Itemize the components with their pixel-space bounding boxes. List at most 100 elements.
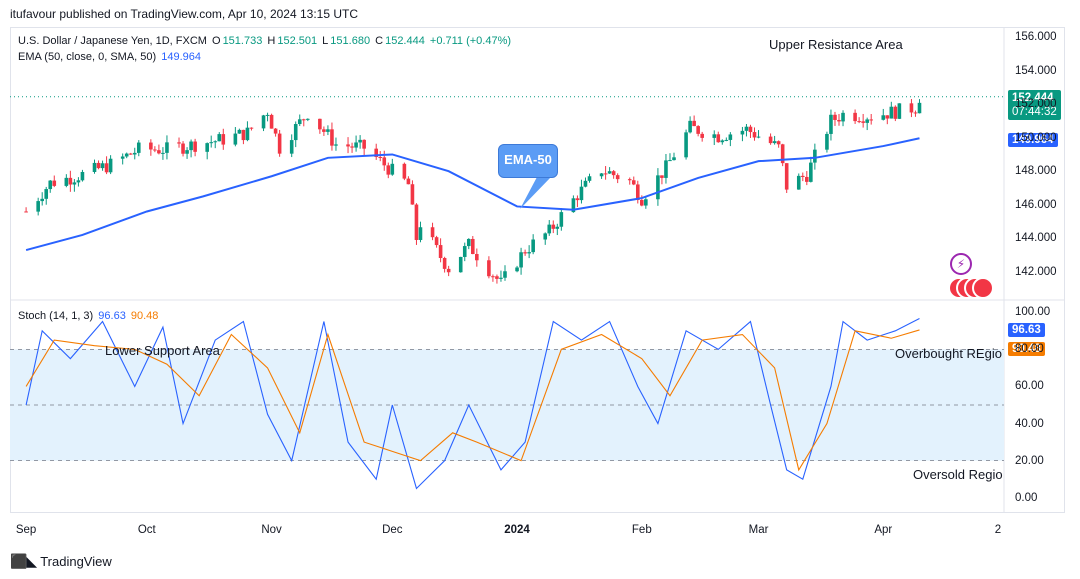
- low-value: 151.680: [330, 35, 371, 47]
- last-price-value: 152.444: [1012, 92, 1054, 104]
- candle-body: [297, 119, 302, 125]
- callout-pointer: [520, 177, 551, 209]
- stoch-k-tag: 96.63: [1008, 323, 1045, 337]
- candle-body: [358, 139, 362, 143]
- candle-body: [92, 162, 97, 172]
- price-tick-label: 150.000: [1015, 131, 1057, 144]
- candle-body: [692, 120, 696, 127]
- candle-body: [712, 134, 717, 138]
- upper-resistance-annotation: Upper Resistance Area: [769, 37, 903, 52]
- ohlc-legend: U.S. Dollar / Japanese Yen, 1D, FXCM O 15…: [18, 35, 513, 47]
- us-flag-icon[interactable]: [948, 277, 994, 299]
- stoch-tick-label: 40.00: [1015, 417, 1044, 430]
- candle-body: [301, 119, 306, 121]
- candle-body: [438, 245, 443, 259]
- candle-body: [177, 142, 181, 144]
- tradingview-logo-icon[interactable]: ⬛◣: [10, 553, 37, 569]
- price-tick-label: 146.000: [1015, 198, 1057, 211]
- candle-body: [153, 149, 157, 151]
- candle-body: [503, 271, 507, 278]
- candle-body: [124, 153, 129, 157]
- candle-body: [165, 142, 169, 153]
- candle-body: [414, 204, 419, 240]
- candle-body: [599, 173, 604, 177]
- candle-body: [543, 233, 548, 240]
- candle-body: [640, 200, 644, 206]
- candle-body: [523, 252, 527, 254]
- candle-body: [688, 120, 692, 133]
- candle-body: [205, 143, 209, 152]
- candle-body: [265, 114, 270, 116]
- candle-body: [362, 139, 366, 149]
- footer: ⬛◣ TradingView: [10, 553, 112, 570]
- last-price-tag: 152.444 07:44:32: [1008, 90, 1061, 120]
- lower-support-annotation: Lower Support Area: [105, 343, 220, 358]
- candle-body: [406, 178, 411, 185]
- stoch-tick-label: 80.00: [1015, 343, 1044, 356]
- candle-body: [752, 132, 757, 138]
- candle-body: [853, 112, 857, 122]
- candle-body: [318, 118, 322, 130]
- lightning-icon[interactable]: ⚡: [950, 253, 972, 275]
- candle-body: [744, 126, 749, 131]
- candle-body: [470, 238, 475, 255]
- candle-body: [583, 180, 588, 187]
- candle-body: [48, 180, 53, 190]
- time-tick-label: Dec: [382, 524, 403, 536]
- high-label: H: [267, 35, 276, 47]
- ema-legend-value: 149.964: [161, 51, 201, 63]
- candle-body: [72, 182, 77, 185]
- candle-body: [579, 186, 584, 201]
- candle-body: [136, 142, 141, 153]
- candle-body: [269, 114, 274, 129]
- chart-border: [10, 27, 1065, 513]
- candle-body: [237, 129, 242, 134]
- time-tick-label: Mar: [748, 524, 769, 536]
- candle-body: [881, 115, 886, 120]
- candle-body: [672, 157, 676, 161]
- chart-canvas[interactable]: [10, 27, 1065, 543]
- candle-body: [217, 134, 222, 142]
- candle-body: [132, 152, 137, 155]
- time-tick-label: Nov: [261, 524, 282, 536]
- candle-body: [607, 171, 612, 174]
- stoch-label[interactable]: Stoch (14, 1, 3): [18, 310, 94, 322]
- candle-body: [273, 128, 278, 134]
- candle-body: [378, 156, 383, 158]
- candle-body: [334, 144, 338, 146]
- chart-frame[interactable]: U.S. Dollar / Japanese Yen, 1D, FXCM O 15…: [10, 27, 1065, 543]
- candle-body: [813, 149, 817, 163]
- candle-body: [631, 180, 636, 185]
- candle-body: [571, 198, 576, 213]
- ema-price-tag: 149.964: [1008, 133, 1058, 147]
- stoch-tick-label: 100.00: [1015, 306, 1051, 319]
- low-label: L: [322, 35, 329, 47]
- candle-body: [241, 129, 246, 141]
- open-value: 151.733: [222, 35, 263, 47]
- stoch-d-line: [25, 329, 920, 472]
- countdown-value: 07:44:32: [1012, 106, 1057, 118]
- candle-body: [724, 139, 729, 141]
- price-tick-label: 156.000: [1015, 31, 1057, 44]
- candle-body: [495, 276, 499, 279]
- candle-body: [157, 150, 161, 154]
- candle-body: [181, 143, 185, 154]
- candle-body: [410, 184, 415, 205]
- candle-body: [491, 276, 495, 278]
- candle-body: [209, 142, 214, 144]
- published-header: itufavour published on TradingView.com, …: [10, 7, 358, 21]
- price-tick-label: 148.000: [1015, 165, 1057, 178]
- candle-body: [909, 103, 914, 113]
- candle-body: [233, 133, 238, 145]
- candle-body: [24, 211, 28, 213]
- candle-body: [740, 130, 745, 135]
- footer-brand[interactable]: TradingView: [40, 554, 112, 569]
- candle-body: [120, 156, 125, 159]
- candle-body: [587, 176, 592, 181]
- symbol-label[interactable]: U.S. Dollar / Japanese Yen, 1D, FXCM: [18, 35, 207, 47]
- candle-body: [330, 129, 334, 146]
- candle-body: [390, 163, 395, 175]
- candle-body: [664, 160, 668, 178]
- ema-label[interactable]: EMA (50, close, 0, SMA, 50): [18, 51, 157, 63]
- candle-body: [720, 140, 725, 143]
